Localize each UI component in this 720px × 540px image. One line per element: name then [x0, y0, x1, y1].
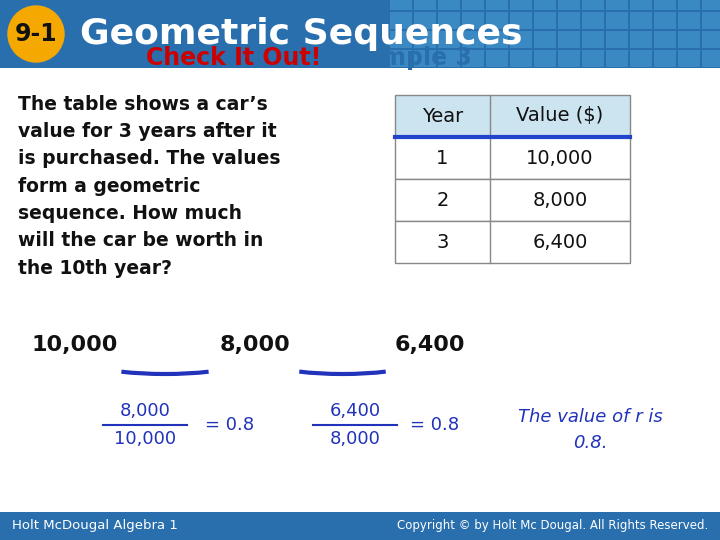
Bar [395, 179, 630, 221]
Bar [582, 50, 604, 67]
Bar [414, 0, 436, 10]
Bar [395, 95, 630, 137]
Bar [558, 12, 580, 29]
Bar [582, 0, 604, 10]
Bar [678, 0, 700, 10]
Bar [414, 50, 436, 67]
Bar [486, 12, 508, 29]
Text: 10,000: 10,000 [32, 335, 118, 355]
Bar [558, 50, 580, 67]
Bar [0, 512, 720, 540]
Bar [630, 12, 652, 29]
Bar [606, 0, 628, 10]
Bar [630, 31, 652, 48]
Bar [462, 31, 484, 48]
Circle shape [8, 6, 64, 62]
Bar [0, 0, 720, 68]
Bar [414, 31, 436, 48]
Bar [534, 0, 556, 10]
Text: 10,000: 10,000 [114, 430, 176, 448]
Bar [678, 50, 700, 67]
Text: Check It Out!: Check It Out! [146, 46, 330, 70]
Bar [558, 31, 580, 48]
Bar [462, 50, 484, 67]
Bar [702, 0, 720, 10]
Bar [486, 0, 508, 10]
Bar [438, 12, 460, 29]
Text: 6,400: 6,400 [395, 335, 465, 355]
Text: 1: 1 [436, 148, 449, 167]
Text: 3: 3 [436, 233, 449, 252]
Text: 8,000: 8,000 [220, 335, 290, 355]
Text: Geometric Sequences: Geometric Sequences [80, 17, 523, 51]
Bar [702, 50, 720, 67]
Text: 6,400: 6,400 [330, 402, 381, 420]
Bar [510, 12, 532, 29]
Text: The table shows a car’s
value for 3 years after it
is purchased. The values
form: The table shows a car’s value for 3 year… [18, 95, 281, 278]
Text: = 0.8: = 0.8 [410, 416, 459, 434]
Text: 8,000: 8,000 [120, 402, 171, 420]
Text: Year: Year [422, 106, 463, 125]
Bar [390, 31, 412, 48]
Bar [438, 0, 460, 10]
Text: 6,400: 6,400 [532, 233, 588, 252]
Bar [678, 31, 700, 48]
Bar [395, 221, 630, 263]
Text: Value ($): Value ($) [516, 106, 603, 125]
Bar [678, 12, 700, 29]
Bar [438, 31, 460, 48]
Bar [558, 0, 580, 10]
Bar [510, 0, 532, 10]
Bar [654, 12, 676, 29]
Bar [654, 0, 676, 10]
Bar [582, 31, 604, 48]
Bar [390, 50, 412, 67]
Bar [534, 50, 556, 67]
Bar [510, 50, 532, 67]
Bar [606, 31, 628, 48]
Bar [630, 0, 652, 10]
Text: The value of r is
0.8.: The value of r is 0.8. [518, 408, 662, 452]
Bar [414, 12, 436, 29]
Bar [438, 50, 460, 67]
Text: 8,000: 8,000 [532, 191, 588, 210]
Text: = 0.8: = 0.8 [205, 416, 254, 434]
Text: Holt McDougal Algebra 1: Holt McDougal Algebra 1 [12, 519, 178, 532]
Text: 10,000: 10,000 [526, 148, 594, 167]
Bar [582, 12, 604, 29]
Bar [702, 12, 720, 29]
Text: Copyright © by Holt Mc Dougal. All Rights Reserved.: Copyright © by Holt Mc Dougal. All Right… [397, 519, 708, 532]
Text: 9-1: 9-1 [14, 22, 58, 46]
Bar [654, 31, 676, 48]
Bar [510, 31, 532, 48]
Bar [395, 137, 630, 179]
Bar [630, 50, 652, 67]
Bar [654, 50, 676, 67]
Bar [534, 31, 556, 48]
Bar [462, 0, 484, 10]
Bar [486, 50, 508, 67]
Text: Example 3: Example 3 [334, 46, 472, 70]
Bar [606, 12, 628, 29]
Bar [486, 31, 508, 48]
Bar [606, 50, 628, 67]
Bar [390, 12, 412, 29]
Bar [462, 12, 484, 29]
Bar [390, 0, 412, 10]
Text: 2: 2 [436, 191, 449, 210]
Bar [534, 12, 556, 29]
Bar [702, 31, 720, 48]
Text: 8,000: 8,000 [330, 430, 380, 448]
